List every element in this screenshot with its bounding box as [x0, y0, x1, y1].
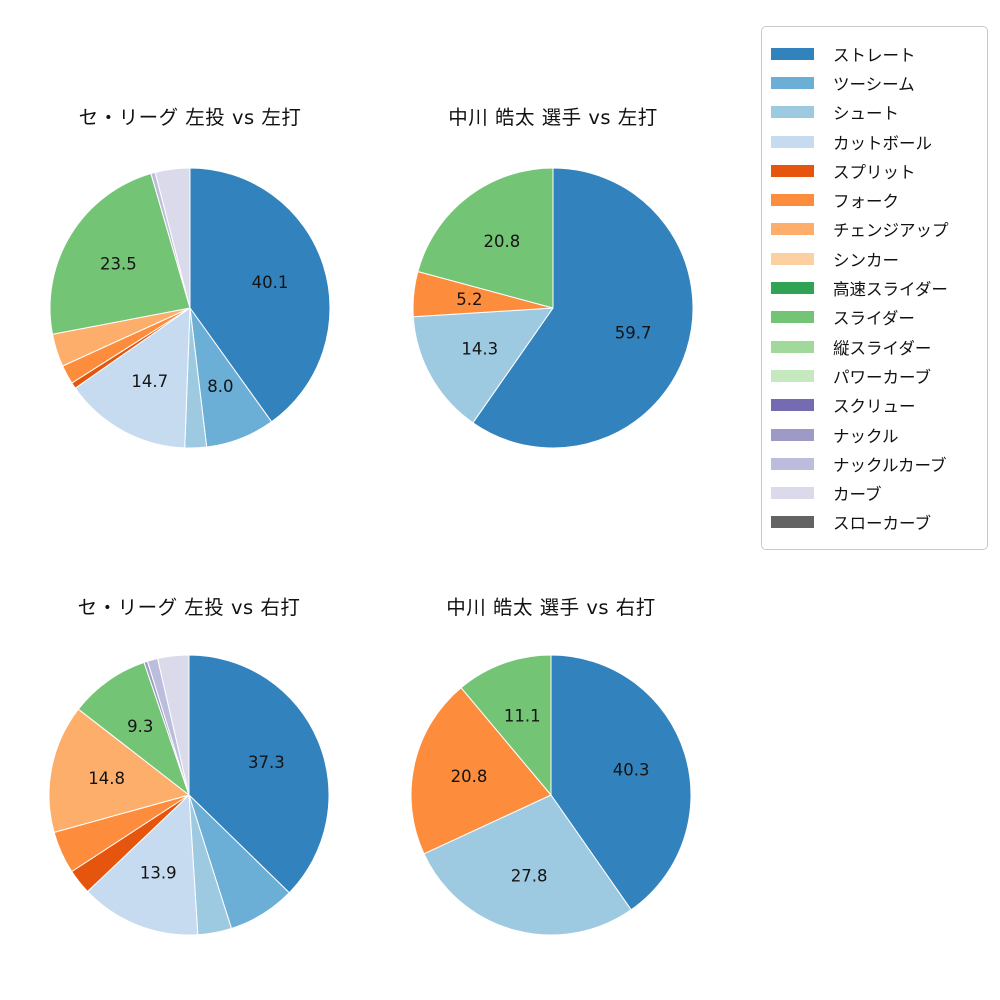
- legend-item: スプリット: [771, 156, 987, 185]
- pie-slice-label: 20.8: [451, 767, 488, 786]
- pie-slice-label: 13.9: [140, 864, 177, 883]
- legend-swatch: [771, 516, 814, 529]
- pie-slice-label: 5.2: [456, 290, 482, 309]
- pie-slice: [417, 167, 554, 309]
- legend-label: スプリット: [833, 162, 916, 182]
- pie-slice-label: 27.8: [511, 867, 548, 886]
- legend-item: パワーカーブ: [771, 361, 987, 390]
- legend-item: スローカーブ: [771, 508, 987, 537]
- legend-swatch: [771, 47, 814, 60]
- pie-slice-label: 40.1: [252, 273, 289, 292]
- pie-slice: [188, 654, 330, 894]
- pie-slice-label: 11.1: [504, 707, 541, 726]
- legend-label: カットボール: [833, 133, 932, 153]
- pie-slice-label: 9.3: [127, 717, 153, 736]
- legend-label: カーブ: [833, 485, 882, 505]
- legend-label: 高速スライダー: [833, 280, 948, 300]
- pie-slice: [460, 654, 552, 796]
- pie-slice: [74, 307, 191, 449]
- legend-label: ツーシーム: [833, 74, 915, 94]
- legend-swatch: [771, 487, 814, 500]
- legend-item: ナックル: [771, 420, 987, 449]
- legend-item: フォーク: [771, 185, 987, 214]
- legend-label: ナックルカーブ: [833, 455, 947, 475]
- pie-slice: [550, 654, 692, 911]
- pie-slice: [87, 794, 199, 936]
- legend-item: シンカー: [771, 244, 987, 273]
- chart-title-league-vs-left: セ・リーグ 左投 vs 左打: [78, 106, 302, 129]
- legend-swatch: [771, 252, 814, 265]
- pie-chart-league-vs-left: 40.1 8.0 14.7 23.5: [49, 167, 331, 449]
- legend-swatch: [771, 311, 814, 324]
- legend-swatch: [771, 76, 814, 89]
- pie-slice-label: 14.3: [461, 340, 498, 359]
- pie-slice-label: 14.8: [88, 769, 125, 788]
- chart-title-player-vs-right: 中川 皓太 選手 vs 右打: [446, 596, 656, 619]
- legend-item: スライダー: [771, 303, 987, 332]
- pie-slice-label: 23.5: [100, 255, 137, 274]
- chart-title-league-vs-right: セ・リーグ 左投 vs 右打: [77, 596, 301, 619]
- legend-item: 高速スライダー: [771, 273, 987, 302]
- legend-label: フォーク: [833, 192, 899, 212]
- pie-chart-league-vs-right: 37.3 13.9 14.8 9.3: [48, 654, 330, 936]
- legend-item: シュート: [771, 98, 987, 127]
- pie-slice: [154, 167, 191, 309]
- legend-swatch: [771, 223, 814, 236]
- legend-item: チェンジアップ: [771, 215, 987, 244]
- legend-item: 縦スライダー: [771, 332, 987, 361]
- pie-slice-label: 37.3: [248, 753, 285, 772]
- pie-slice-label: 59.7: [615, 324, 652, 343]
- legend-item: ナックルカーブ: [771, 449, 987, 478]
- legend-item: ツーシーム: [771, 68, 987, 97]
- pie-slice-label: 14.7: [131, 372, 168, 391]
- legend-label: ナックル: [833, 426, 899, 446]
- legend-item: スクリュー: [771, 391, 987, 420]
- legend-label: シュート: [833, 104, 899, 124]
- legend-swatch: [771, 457, 814, 470]
- legend-item: カットボール: [771, 127, 987, 156]
- pie-slice: [77, 661, 190, 796]
- legend-label: スクリュー: [833, 397, 916, 417]
- legend-item: ストレート: [771, 39, 987, 68]
- legend-swatch: [771, 340, 814, 353]
- pie-slice-label: 40.3: [613, 760, 650, 779]
- pie-slice: [48, 708, 190, 833]
- legend-swatch: [771, 106, 814, 119]
- pie-slice-label: 8.0: [207, 377, 233, 396]
- legend-label: スライダー: [833, 309, 915, 329]
- legend-item: カーブ: [771, 478, 987, 507]
- legend-swatch: [771, 135, 814, 148]
- pie-chart-player-vs-right: 40.3 27.8 20.8 11.1: [410, 654, 692, 936]
- pie-slice: [412, 307, 554, 424]
- pie-slice: [410, 687, 552, 855]
- pie-slice: [49, 173, 191, 335]
- pie-slice: [472, 167, 694, 449]
- legend-swatch: [771, 282, 814, 295]
- legend-swatch: [771, 164, 814, 177]
- legend-label: スローカーブ: [833, 514, 932, 534]
- pie-chart-player-vs-left: 59.7 14.3 5.2 20.8: [412, 167, 694, 449]
- pie-slice-label: 20.8: [484, 232, 521, 251]
- legend-label: ストレート: [833, 45, 916, 65]
- legend-label: シンカー: [833, 250, 899, 270]
- legend-label: チェンジアップ: [833, 221, 949, 241]
- legend-swatch: [771, 194, 814, 207]
- legend: ストレートツーシームシュートカットボール スプリットフォークチェンジアップ シンカー…: [761, 26, 988, 551]
- legend-swatch: [771, 428, 814, 441]
- pie-slice: [189, 167, 331, 423]
- legend-swatch: [771, 369, 814, 382]
- legend-label: パワーカーブ: [833, 367, 932, 387]
- legend-swatch: [771, 399, 814, 412]
- pie-slice: [157, 654, 190, 796]
- legend-label: 縦スライダー: [833, 338, 932, 358]
- chart-title-player-vs-left: 中川 皓太 選手 vs 左打: [448, 106, 658, 129]
